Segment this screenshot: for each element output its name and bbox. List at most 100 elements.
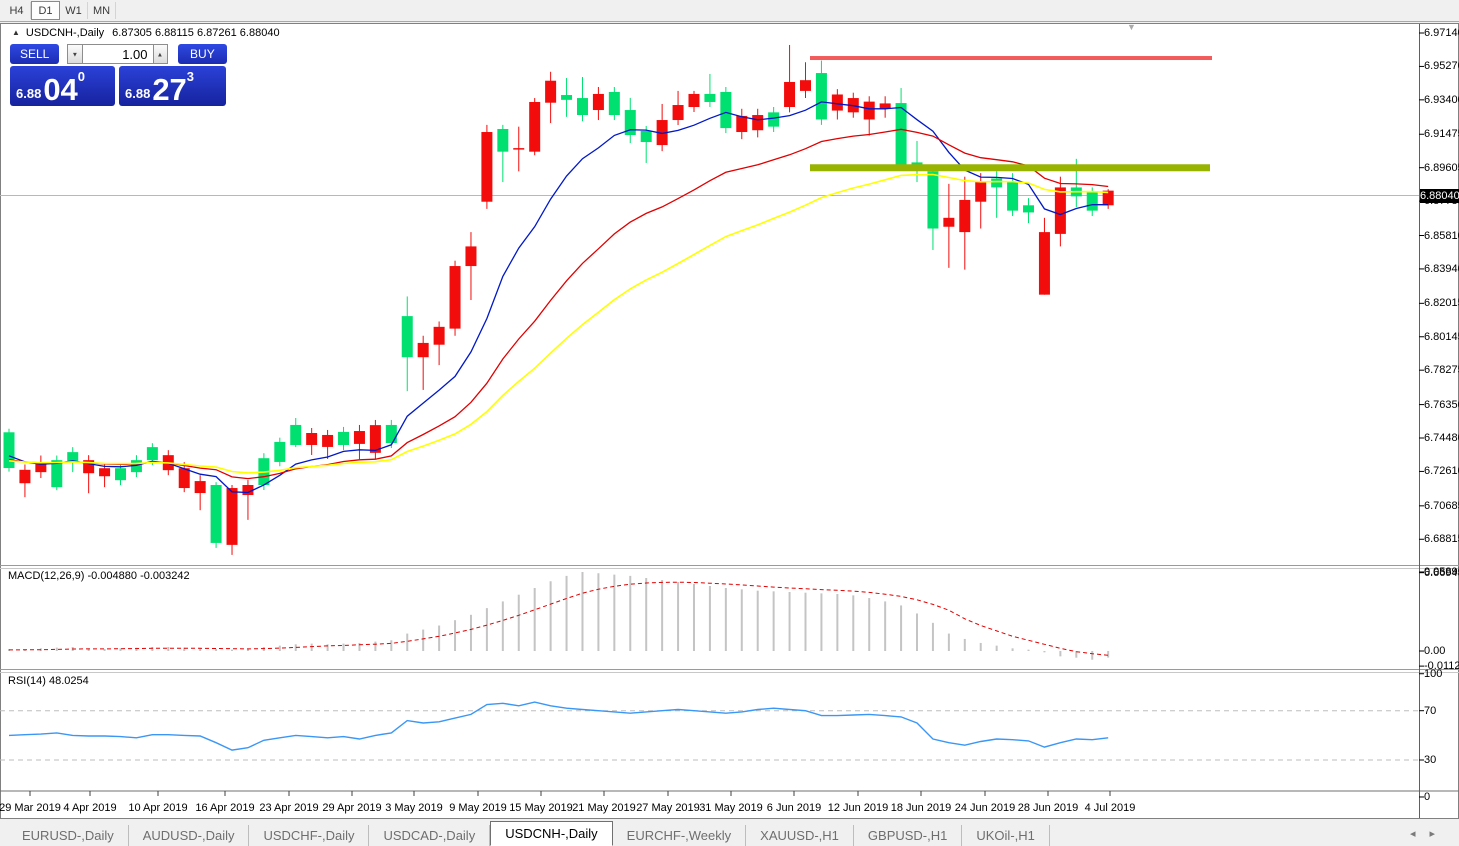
buy-price-prefix: 6.88: [125, 86, 151, 101]
candle-body: [481, 132, 493, 202]
candle-body: [1007, 182, 1019, 211]
tab-xauusd-h1[interactable]: XAUUSD-,H1: [746, 825, 854, 846]
tab-eurchf-weekly[interactable]: EURCHF-,Weekly: [613, 825, 747, 846]
chart-plot-area[interactable]: [0, 23, 1459, 819]
tab-audusd-daily[interactable]: AUDUSD-,Daily: [129, 825, 250, 846]
sell-price-prefix: 6.88: [16, 86, 42, 101]
one-click-collapse-icon[interactable]: ▲: [12, 28, 20, 37]
candle-body: [290, 424, 302, 445]
volume-increase-button[interactable]: ▲: [153, 44, 168, 64]
chart-title: ▲ USDCNH-,Daily 6.87305 6.88115 6.87261 6.…: [12, 27, 280, 39]
candle-body: [401, 316, 413, 358]
date-label: 16 Apr 2019: [195, 802, 255, 814]
chevron-down-icon: ▼: [71, 50, 79, 58]
candle-body: [417, 342, 429, 358]
candle-body: [624, 110, 636, 136]
support-line[interactable]: [810, 164, 1210, 172]
rsi-axis-label: 100: [1424, 667, 1443, 680]
price-axis-label: 6.82015: [1424, 297, 1459, 310]
candle-body: [194, 481, 206, 494]
ma-line-ma-fast: [8, 101, 1109, 494]
price-axis-label: 6.76350: [1424, 398, 1459, 411]
candle-body: [768, 112, 780, 127]
price-axis-label: 6.95270: [1424, 60, 1459, 73]
date-label: 9 May 2019: [449, 802, 507, 814]
date-label: 21 May 2019: [572, 802, 636, 814]
volume-input[interactable]: [81, 44, 154, 64]
tab-usdcad-daily[interactable]: USDCAD-,Daily: [369, 825, 491, 846]
ma-line-ma-mid: [8, 128, 1109, 480]
candle-body: [831, 94, 843, 111]
buy-price-button[interactable]: 6.88 27 3: [119, 66, 226, 106]
price-axis-label: 6.74480: [1424, 432, 1459, 444]
tab-usdcnh-daily[interactable]: USDCNH-,Daily: [490, 821, 613, 846]
candle-body: [815, 73, 827, 120]
sell-price-main: 04: [43, 71, 78, 107]
tab-usdchf-daily[interactable]: USDCHF-,Daily: [249, 825, 370, 846]
candle-body: [640, 130, 652, 143]
candle-body: [178, 468, 190, 489]
candle-body: [752, 115, 764, 131]
candle-body: [863, 101, 875, 120]
timeframe-button-w1[interactable]: W1: [60, 2, 88, 19]
date-label: 18 Jun 2019: [890, 802, 952, 814]
tab-ukoil-h1[interactable]: UKOil-,H1: [962, 825, 1050, 846]
candle-body: [927, 171, 939, 229]
date-label: 12 Jun 2019: [827, 802, 889, 814]
price-axis-label: 6.93400: [1424, 93, 1459, 106]
candle-body: [449, 266, 461, 329]
chart-symbol: USDCNH-,Daily: [25, 27, 105, 39]
sell-button[interactable]: SELL: [10, 44, 60, 64]
ma-line-ma-slow: [8, 173, 1109, 474]
sell-price-button[interactable]: 6.88 04 0: [10, 66, 115, 106]
volume-dropdown-button[interactable]: ▼: [67, 44, 82, 64]
current-price-badge: 6.88040: [1420, 188, 1459, 203]
date-label: 31 May 2019: [699, 802, 763, 814]
candle-body: [385, 424, 397, 444]
tab-scroll-right-icon[interactable]: ▸: [1429, 828, 1449, 840]
candle-body: [210, 485, 222, 543]
candle-body: [115, 468, 127, 481]
candle-body: [592, 93, 604, 111]
candle-body: [433, 326, 445, 345]
date-label: 23 Apr 2019: [259, 802, 319, 814]
date-label: 27 May 2019: [636, 802, 700, 814]
candle-body: [800, 80, 811, 91]
candle-body: [51, 460, 63, 488]
rsi-axis-label: 30: [1424, 754, 1437, 766]
date-label: 6 Jun 2019: [766, 802, 822, 814]
candle-body: [608, 91, 620, 116]
chevron-up-icon: ▲: [156, 50, 164, 58]
macd-label: MACD(12,26,9) -0.004880 -0.003242: [8, 570, 190, 582]
candle-body: [338, 431, 350, 445]
macd-axis-label: -0.011275: [1424, 660, 1459, 673]
candle-body: [704, 93, 716, 102]
timeframe-button-d1[interactable]: D1: [31, 1, 60, 20]
candle-body: [991, 178, 1003, 188]
price-axis-label: 6.66945: [1424, 566, 1459, 579]
rsi-axis-label: 0: [1424, 790, 1431, 803]
resistance-line[interactable]: [810, 56, 1212, 61]
date-label: 3 May 2019: [385, 802, 443, 814]
price-axis-label: 6.72610: [1424, 465, 1459, 478]
date-label: 4 Apr 2019: [63, 802, 117, 814]
candle-body: [306, 433, 318, 445]
tab-scroll-left-icon[interactable]: ◂: [1409, 828, 1430, 840]
candle-body: [529, 101, 541, 152]
tab-gbpusd-h1[interactable]: GBPUSD-,H1: [854, 825, 963, 846]
timeframe-button-mn[interactable]: MN: [88, 2, 116, 19]
timeframe-button-h4[interactable]: H4: [3, 2, 31, 19]
candle-body: [146, 447, 158, 461]
price-axis-label: 6.80145: [1424, 330, 1459, 343]
candle-body: [130, 460, 142, 473]
tab-eurusd-daily[interactable]: EURUSD-,Daily: [8, 825, 129, 846]
rsi-axis-label: 70: [1424, 704, 1437, 717]
chart-shift-marker-icon: ▼: [1127, 22, 1136, 32]
candle-body: [1102, 190, 1114, 206]
buy-button[interactable]: BUY: [177, 44, 227, 64]
candle-body: [561, 95, 573, 100]
macd-axis-label: 0.058954: [1424, 565, 1459, 578]
date-label: 29 Apr 2019: [322, 802, 382, 814]
date-label: 10 Apr 2019: [128, 802, 188, 814]
